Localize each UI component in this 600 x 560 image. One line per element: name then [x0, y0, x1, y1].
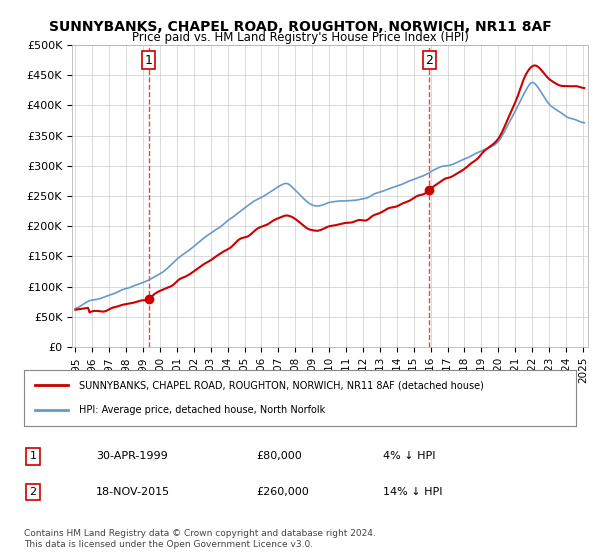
Text: Price paid vs. HM Land Registry's House Price Index (HPI): Price paid vs. HM Land Registry's House … [131, 31, 469, 44]
Text: 2: 2 [29, 487, 37, 497]
Text: Contains HM Land Registry data © Crown copyright and database right 2024.
This d: Contains HM Land Registry data © Crown c… [24, 529, 376, 549]
Text: 2: 2 [425, 54, 433, 67]
Text: 1: 1 [29, 451, 37, 461]
Text: SUNNYBANKS, CHAPEL ROAD, ROUGHTON, NORWICH, NR11 8AF (detached house): SUNNYBANKS, CHAPEL ROAD, ROUGHTON, NORWI… [79, 380, 484, 390]
Text: 1: 1 [145, 54, 152, 67]
Text: SUNNYBANKS, CHAPEL ROAD, ROUGHTON, NORWICH, NR11 8AF: SUNNYBANKS, CHAPEL ROAD, ROUGHTON, NORWI… [49, 20, 551, 34]
Text: 30-APR-1999: 30-APR-1999 [96, 451, 167, 461]
Text: £80,000: £80,000 [256, 451, 302, 461]
Text: 14% ↓ HPI: 14% ↓ HPI [383, 487, 442, 497]
Text: HPI: Average price, detached house, North Norfolk: HPI: Average price, detached house, Nort… [79, 405, 325, 415]
Text: 18-NOV-2015: 18-NOV-2015 [96, 487, 170, 497]
Text: £260,000: £260,000 [256, 487, 308, 497]
Text: 4% ↓ HPI: 4% ↓ HPI [383, 451, 436, 461]
